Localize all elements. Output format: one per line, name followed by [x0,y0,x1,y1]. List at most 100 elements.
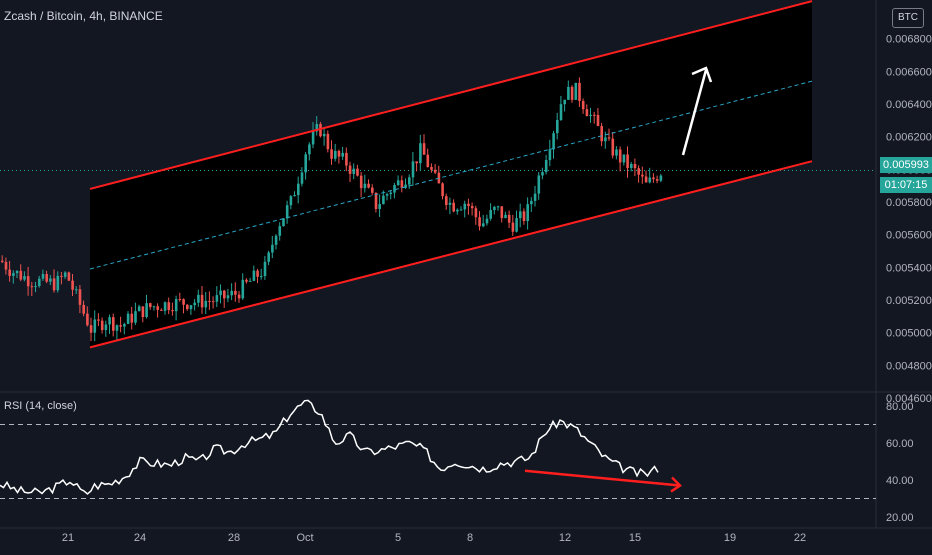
currency-badge[interactable]: BTC [892,8,924,28]
candle-body-115 [426,154,430,167]
candle-body-121 [448,202,452,205]
candle-body-61 [226,295,230,299]
candle-body-145 [537,175,541,194]
candle-body-67 [248,280,252,282]
channel-fill [90,1,812,348]
candle-body-47 [174,299,178,312]
candle-body-12 [45,273,48,282]
candle-body-64 [237,294,241,299]
rsi-axis-tick-3: 80.00 [886,401,914,413]
candle-body-0 [1,260,4,262]
candle-body-81 [300,172,304,184]
channel-mid-line [89,80,813,270]
candle-body-178 [659,175,663,181]
candle-body-16 [60,275,63,277]
candle-body-9 [34,286,37,288]
rsi-divergence-arrowhead-icon [670,476,682,493]
candle-body-42 [156,306,159,310]
candle-body-138 [511,222,515,232]
candle-body-131 [485,218,489,224]
candle-body-176 [652,177,655,180]
candle-body-36 [134,311,137,323]
candle-body-56 [208,300,211,302]
candle-body-100 [371,187,374,193]
candle-body-83 [308,144,311,155]
candle-body-28 [104,324,108,331]
candle-body-34 [126,313,130,324]
candle-body-106 [393,185,396,193]
candle-body-105 [389,192,393,195]
candle-body-119 [441,183,444,197]
candle-body-41 [152,306,156,308]
candle-body-133 [493,206,496,211]
candle-body-31 [115,325,119,331]
last-price-tag: 0.005993 [880,157,932,173]
candle-body-84 [311,131,315,145]
candle-body-22 [82,304,85,314]
candle-body-33 [123,323,126,327]
price-axis-tick-2: 0.005000 [886,328,932,340]
price-axis-tick-8: 0.006200 [886,132,932,144]
candle-body-66 [245,279,248,282]
candle-body-19 [71,280,74,290]
candle-body-20 [75,289,78,291]
candle-body-87 [322,133,326,137]
candle-body-173 [641,174,644,177]
time-axis-tick-0: 21 [62,532,74,544]
candle-body-151 [559,104,563,121]
candle-body-13 [49,278,52,282]
candle-body-157 [581,100,585,110]
rsi-divergence-arrow-icon [524,469,681,487]
candle-body-77 [285,205,289,219]
candle-body-95 [352,168,356,174]
candle-body-35 [130,313,134,323]
candle-body-62 [230,290,233,296]
candle-body-132 [489,210,492,219]
candle-body-155 [574,82,578,100]
candle-body-158 [585,109,589,117]
time-axis-tick-3: Oct [296,532,313,544]
chart-title: Zcash / Bitcoin, 4h, BINANCE [4,9,163,23]
candle-body-90 [334,150,337,159]
candle-body-168 [622,154,626,163]
candle-body-162 [600,126,603,142]
candle-body-167 [618,149,622,163]
candle-body-122 [452,202,455,212]
candle-body-166 [615,149,618,156]
candle-body-43 [160,309,163,311]
candle-body-23 [86,313,89,326]
candle-body-160 [593,114,596,116]
candle-body-57 [211,301,215,303]
candle-body-174 [644,176,648,183]
candle-body-93 [345,152,348,166]
candle-body-136 [504,214,507,219]
candle-body-129 [478,217,481,227]
candle-body-59 [219,290,222,296]
candle-body-150 [556,120,559,134]
candle-body-97 [359,175,363,189]
candle-body-172 [637,168,640,175]
candle-body-161 [596,114,600,127]
candle-body-26 [97,319,100,321]
candle-body-10 [38,278,41,287]
candle-body-144 [533,193,537,201]
rsi-line [0,399,659,495]
candle-body-116 [430,166,433,170]
candle-body-39 [145,303,148,318]
candle-body-4 [15,270,19,274]
candle-body-89 [330,149,333,159]
candle-body-14 [52,278,56,291]
up-arrow-head-icon [691,66,713,83]
candle-body-163 [604,137,607,142]
candle-body-94 [348,165,352,174]
candle-body-114 [422,143,426,155]
candle-body-177 [655,179,659,181]
candle-body-101 [374,192,378,209]
candle-body-170 [630,163,633,169]
candle-body-164 [607,137,611,139]
candle-body-79 [293,195,296,197]
candle-body-125 [463,203,467,210]
price-axis-tick-6: 0.005800 [886,197,932,209]
